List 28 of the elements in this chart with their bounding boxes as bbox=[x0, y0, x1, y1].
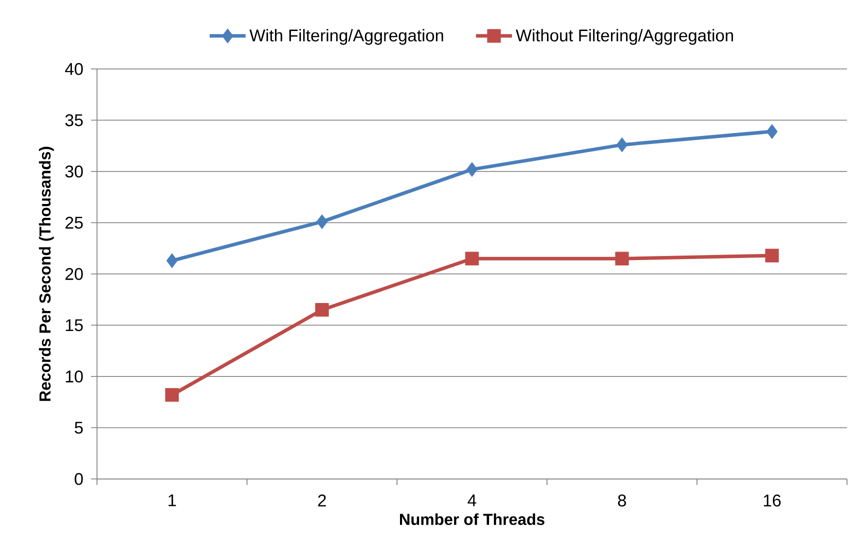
x-tick-label: 16 bbox=[764, 494, 781, 507]
y-tick-label: 30 bbox=[65, 165, 83, 178]
legend-label: Without Filtering/Aggregation bbox=[516, 29, 733, 45]
point bbox=[316, 214, 328, 230]
x-tick-label: 2 bbox=[318, 494, 326, 506]
y-tick-label: 15 bbox=[66, 319, 83, 332]
point bbox=[165, 388, 179, 402]
point bbox=[466, 162, 478, 177]
point bbox=[166, 253, 178, 268]
x-tick-label: 8 bbox=[618, 494, 626, 507]
point bbox=[616, 138, 628, 152]
y-tick-label: 40 bbox=[65, 62, 83, 75]
point bbox=[766, 124, 778, 139]
point bbox=[765, 248, 779, 262]
x-axis-title: Number of Threads bbox=[400, 513, 544, 526]
point bbox=[315, 303, 329, 317]
x-tick-label: 4 bbox=[468, 494, 476, 506]
y-tick-label: 10 bbox=[66, 370, 83, 382]
y-tick-label: 25 bbox=[66, 216, 83, 229]
point bbox=[465, 252, 479, 266]
y-tick-label: 5 bbox=[74, 422, 83, 434]
legend-label: With Filtering/Aggregation bbox=[249, 29, 444, 45]
y-tick-label: 0 bbox=[74, 472, 83, 485]
y-axis-title: Records Per Second (Thousands) bbox=[38, 146, 54, 401]
y-tick-label: 35 bbox=[65, 114, 83, 126]
point bbox=[615, 252, 629, 266]
x-tick-label: 1 bbox=[168, 494, 176, 506]
y-tick-label: 20 bbox=[66, 268, 83, 280]
